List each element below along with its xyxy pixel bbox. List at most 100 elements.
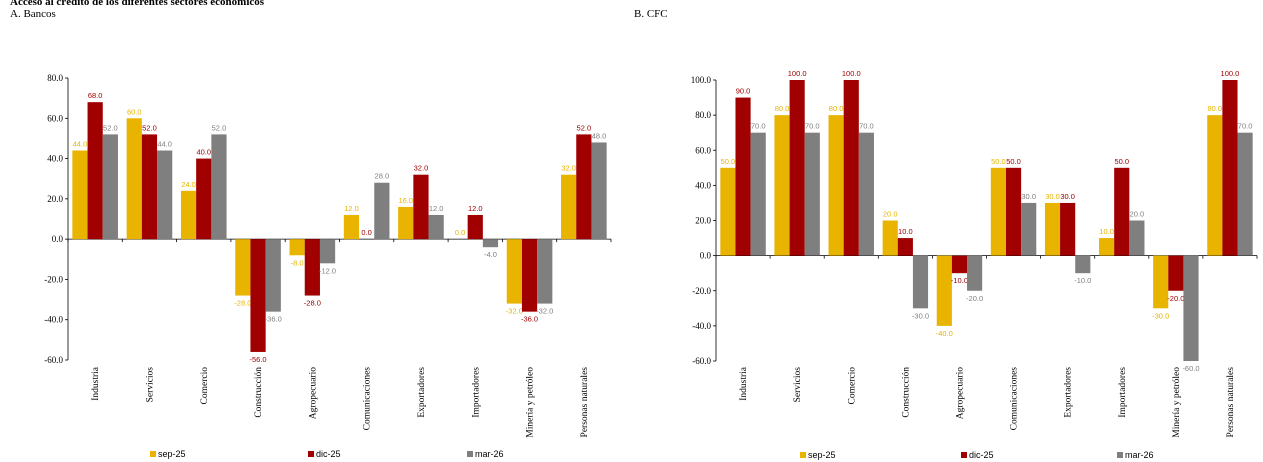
bar-mar-26-comunicaciones (1021, 202, 1037, 256)
bar-mar-26-exportadores (428, 214, 444, 240)
data-label: 32.0 (414, 164, 429, 173)
bar-mar-26-mineria-y-petroleo (537, 239, 553, 304)
bar-sep-25-comercio (828, 115, 844, 256)
category-label-comercio: Comercio (847, 367, 857, 405)
data-label: 12.0 (429, 204, 444, 213)
data-label: -32.0 (506, 307, 523, 316)
legend-label-mar-26: mar-26 (475, 449, 504, 459)
data-label: 50.0 (991, 157, 1006, 166)
bar-dic-25-servicios (141, 134, 158, 240)
legend-swatch-sep-25 (150, 451, 156, 457)
data-label: -30.0 (1152, 311, 1169, 320)
bar-dic-25-construccion (250, 239, 266, 352)
data-label: 20.0 (883, 210, 898, 219)
data-label: -56.0 (249, 355, 266, 364)
data-label: 70.0 (859, 122, 874, 131)
bar-mar-26-comunicaciones (374, 182, 390, 240)
data-label: -28.0 (304, 299, 321, 308)
data-label: 20.0 (1130, 210, 1145, 219)
legend-label-sep-25: sep-25 (158, 449, 186, 459)
bar-dic-25-mineria-y-petroleo (1168, 255, 1184, 291)
data-label: 100.0 (842, 69, 861, 78)
data-label: 0.0 (455, 228, 465, 237)
data-label: 52.0 (212, 123, 227, 132)
data-label: 52.0 (103, 123, 118, 132)
bar-sep-25-exportadores (1044, 202, 1061, 256)
data-label: -12.0 (319, 266, 336, 275)
bar-dic-25-industria (87, 102, 103, 240)
data-label: 52.0 (577, 123, 592, 132)
bar-dic-25-importadores (1114, 167, 1130, 256)
data-label: -20.0 (1167, 294, 1184, 303)
category-label-construccion: Construcción (254, 367, 264, 418)
bar-dic-25-agropecuario (951, 255, 968, 274)
category-label-comunicaciones: Comunicaciones (1010, 367, 1020, 431)
bar-mar-26-comercio (858, 132, 874, 256)
chart-bancos: -60.0 -40.0 -20.0 0.0 20.0 40.0 60.0 80.0 44.0 60… (44, 73, 612, 459)
bar-dic-25-comercio (196, 158, 212, 240)
bar-dic-25-personas-naturales (1222, 80, 1238, 256)
bar-mar-26-agropecuario (319, 239, 336, 264)
y-tick-label: 80.0 (47, 73, 63, 83)
legend-label-dic-25: dic-25 (316, 449, 341, 459)
data-label: 16.0 (398, 196, 413, 205)
bar-dic-25-comunicaciones (1005, 167, 1022, 256)
data-label: 12.0 (468, 204, 483, 213)
bar-sep-25-construccion (882, 220, 898, 256)
legend-swatch-dic-25 (961, 452, 967, 458)
y-tick-label: 60.0 (47, 113, 63, 123)
data-label: 50.0 (721, 157, 736, 166)
data-label: -20.0 (966, 294, 983, 303)
panel-label-cfc: B. CFC (634, 8, 668, 20)
data-label: -36.0 (521, 315, 538, 324)
bar-mar-26-importadores (482, 239, 499, 248)
data-label: 100.0 (1221, 69, 1240, 78)
bar-mar-26-construccion (912, 255, 929, 309)
data-label: -36.0 (265, 315, 282, 324)
data-label: -60.0 (1182, 364, 1199, 373)
category-label-comercio: Comercio (200, 367, 210, 405)
data-label: 60.0 (127, 107, 142, 116)
data-label: -32.0 (536, 307, 553, 316)
bar-sep-25-mineria-y-petroleo (506, 239, 522, 304)
bar-mar-26-servicios (804, 132, 820, 256)
y-tick-label: -60.0 (44, 355, 63, 365)
panel-label-bancos: A. Bancos (10, 8, 56, 20)
bar-sep-25-comunicaciones (990, 167, 1006, 256)
bar-dic-25-construccion (897, 238, 913, 256)
category-label-servicios: Servicios (793, 367, 803, 403)
bar-sep-25-industria (72, 150, 88, 240)
category-label-exportadores: Exportadores (417, 367, 427, 418)
y-tick-label: 40.0 (695, 180, 711, 190)
bar-sep-25-industria (720, 167, 736, 256)
y-tick-label: 0.0 (52, 234, 64, 244)
y-tick-label: -20.0 (44, 274, 63, 284)
bar-mar-26-comercio (211, 134, 227, 240)
data-label: 70.0 (805, 122, 820, 131)
data-label: 80.0 (1207, 104, 1222, 113)
category-label-servicios: Servicios (145, 367, 155, 403)
data-label: 24.0 (181, 180, 196, 189)
bar-dic-25-importadores (467, 214, 483, 240)
legend-label-sep-25: sep-25 (808, 450, 836, 460)
data-label: 30.0 (1060, 192, 1075, 201)
bar-sep-25-personas-naturales (1207, 115, 1223, 256)
y-tick-label: -40.0 (692, 321, 711, 331)
category-label-agropecuario: Agropecuario (955, 367, 965, 419)
bar-mar-26-personas-naturales (591, 142, 607, 240)
data-label: 12.0 (344, 204, 359, 213)
data-label: 0.0 (361, 228, 371, 237)
data-label: 68.0 (88, 91, 103, 100)
bar-mar-26-industria (102, 134, 118, 240)
legend-swatch-sep-25 (800, 452, 806, 458)
y-tick-label: -20.0 (692, 286, 711, 296)
bar-sep-25-importadores (1099, 238, 1115, 256)
bar-sep-25-servicios (774, 115, 790, 256)
data-label: 30.0 (1045, 192, 1060, 201)
data-label: 44.0 (73, 140, 88, 149)
data-label: 70.0 (1238, 122, 1253, 131)
data-label: -8.0 (291, 258, 304, 267)
chart-cfc: -60.0 -40.0 -20.0 0.0 20.0 40.0 60.0 80.0 100.0 5… (691, 69, 1258, 460)
bar-sep-25-agropecuario (936, 255, 952, 326)
bar-sep-25-comunicaciones (343, 214, 360, 240)
